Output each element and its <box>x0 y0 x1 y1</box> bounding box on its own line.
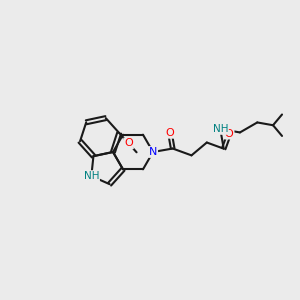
Text: O: O <box>124 138 133 148</box>
Text: O: O <box>225 129 234 139</box>
Text: O: O <box>166 128 174 138</box>
Text: N: N <box>149 147 157 157</box>
Text: NH: NH <box>212 124 228 134</box>
Text: NH: NH <box>84 171 99 181</box>
